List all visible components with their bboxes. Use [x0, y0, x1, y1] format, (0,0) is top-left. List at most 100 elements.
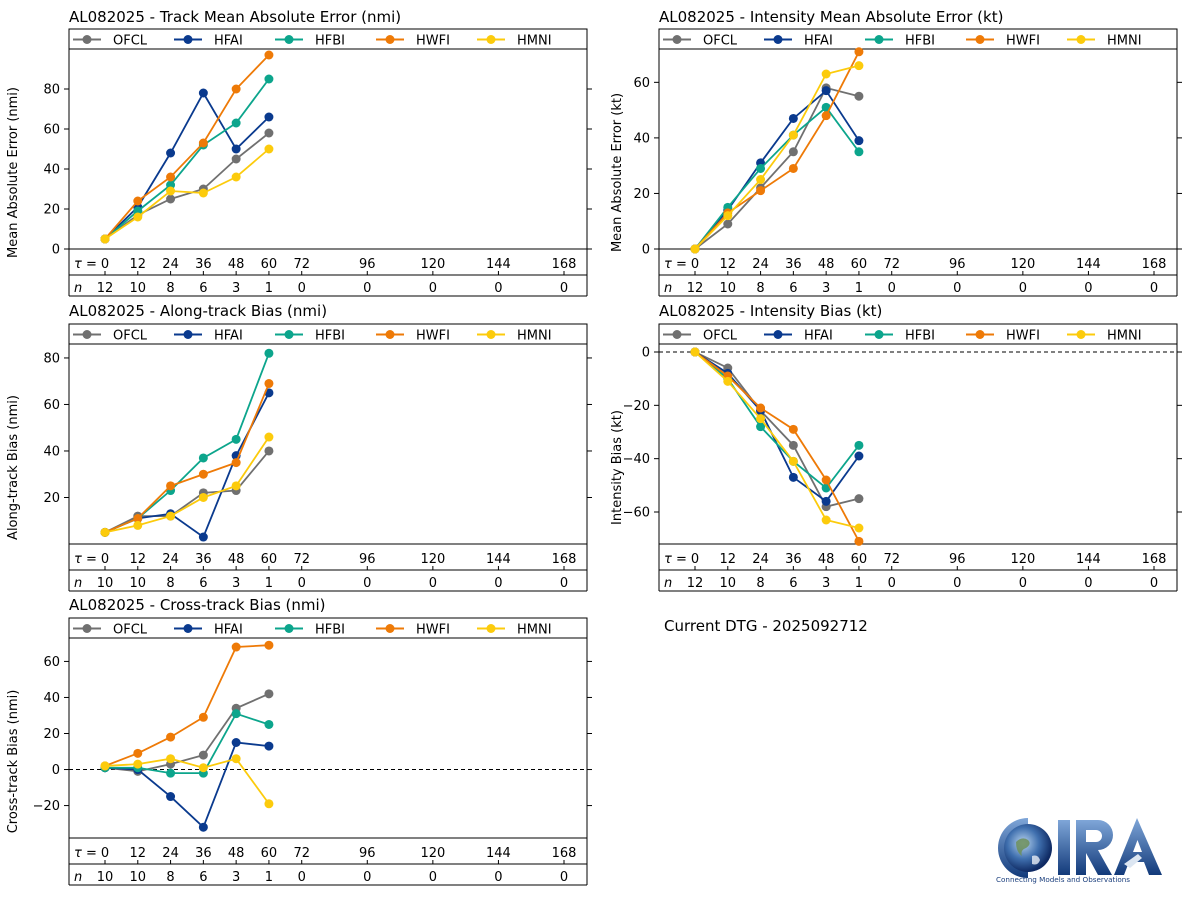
series-line-hfai — [104, 91, 270, 240]
tau-equals: = — [82, 552, 97, 567]
tau-symbol: τ — [74, 257, 82, 272]
y-axis-label: Along-track Bias (nmi) — [6, 395, 21, 540]
y-tick-label: 80 — [43, 351, 60, 366]
data-point-hwfi — [231, 84, 241, 94]
n-label: n — [74, 870, 82, 885]
chart-title: AL082025 - Intensity Bias (kt) — [659, 302, 882, 320]
legend-label-hfai: HFAI — [804, 34, 833, 49]
data-point-hmni — [821, 515, 831, 525]
n-count-label: 3 — [232, 576, 240, 591]
n-count-label: 0 — [1084, 281, 1092, 296]
data-point-hmni — [231, 481, 241, 491]
n-count-label: 0 — [953, 281, 961, 296]
tau-symbol: τ — [664, 257, 672, 272]
data-point-hfai — [854, 136, 864, 146]
series-line-hfbi — [694, 351, 860, 490]
n-count-label: 10 — [97, 870, 114, 885]
y-tick-label: 60 — [43, 655, 60, 670]
n-count-label: 0 — [494, 576, 502, 591]
chart-title: AL082025 - Track Mean Absolute Error (nm… — [69, 8, 401, 26]
n-count-label: 0 — [560, 576, 568, 591]
n-count-label: 3 — [822, 281, 830, 296]
series-line-hmni — [694, 64, 860, 250]
legend-marker-hmni — [486, 330, 496, 339]
n-count-label: 0 — [1019, 576, 1027, 591]
n-count-label: 0 — [494, 281, 502, 296]
n-count-label: 0 — [363, 870, 371, 885]
x-tick-label: 24 — [752, 552, 769, 567]
n-count-label: 10 — [720, 281, 737, 296]
legend-label-ofcl: OFCL — [113, 623, 148, 638]
data-point-hmni — [100, 527, 110, 537]
logo-tagline: Connecting Models and Observations — [996, 875, 1130, 884]
data-point-hfbi — [264, 74, 274, 84]
series-line-ofcl — [694, 351, 860, 508]
series-line-ofcl — [104, 450, 270, 534]
x-tick-label: 60 — [261, 257, 278, 272]
data-point-hmni — [166, 754, 176, 764]
data-point-hfbi — [264, 348, 274, 358]
data-point-hwfi — [854, 47, 864, 57]
x-tick-label: 144 — [486, 552, 511, 567]
legend-marker-hfbi — [874, 330, 884, 339]
x-tick-label: 96 — [359, 257, 376, 272]
n-count-label: 0 — [298, 281, 306, 296]
y-tick-label: 20 — [43, 203, 60, 218]
n-count-label: 0 — [429, 576, 437, 591]
x-tick-label: 144 — [1076, 552, 1101, 567]
y-tick-label: 60 — [633, 76, 650, 91]
tau-label: τ = — [74, 257, 97, 272]
data-point-hfai — [821, 86, 831, 96]
series-line-hwfi — [694, 51, 860, 250]
legend-marker-ofcl — [82, 35, 92, 44]
series-line-ofcl — [694, 86, 860, 250]
data-point-hmni — [723, 211, 733, 221]
data-point-ofcl — [854, 91, 864, 101]
n-count-label: 0 — [494, 870, 502, 885]
y-tick-label: 80 — [43, 83, 60, 98]
data-point-ofcl — [788, 440, 798, 450]
legend-label-ofcl: OFCL — [113, 329, 148, 344]
data-point-hfai — [198, 822, 208, 832]
series-line-hwfi — [104, 54, 270, 240]
n-count-label: 8 — [756, 281, 764, 296]
data-point-hfbi — [854, 147, 864, 157]
n-label: n — [664, 576, 672, 591]
x-tick-label: 48 — [818, 257, 835, 272]
data-point-hwfi — [264, 379, 274, 389]
data-point-hfai — [788, 472, 798, 482]
data-point-hfbi — [231, 118, 241, 128]
legend-marker-hmni — [1076, 330, 1086, 339]
x-tick-label: 72 — [293, 257, 310, 272]
legend-label-hfai: HFAI — [214, 623, 243, 638]
legend-label-ofcl: OFCL — [703, 34, 738, 49]
series-line-hmni — [104, 148, 270, 240]
data-point-hmni — [100, 234, 110, 244]
chart-panel-5: AL082025 - Cross-track Bias (nmi) OFCL HFA… — [6, 596, 592, 886]
data-point-hmni — [166, 511, 176, 521]
logo-r-letter — [1076, 820, 1113, 875]
chart-panel-2: AL082025 - Intensity Mean Absolute Error… — [610, 8, 1182, 297]
data-point-ofcl — [264, 128, 274, 138]
legend-marker-hfai — [183, 330, 193, 339]
x-tick-label: 168 — [552, 552, 577, 567]
data-point-hmni — [264, 144, 274, 154]
n-count-label: 6 — [789, 576, 797, 591]
x-tick-label: 144 — [486, 257, 511, 272]
legend-box — [68, 323, 588, 345]
x-tick-label: 48 — [228, 257, 245, 272]
data-point-hwfi — [231, 642, 241, 652]
x-tick-label: 0 — [691, 257, 699, 272]
x-tick-label: 72 — [293, 552, 310, 567]
y-tick-label: 40 — [43, 691, 60, 706]
chart-panel-1: AL082025 - Track Mean Absolute Error (nm… — [6, 8, 592, 297]
series-line-hfbi — [105, 712, 270, 775]
tau-symbol: τ — [74, 846, 82, 861]
x-tick-label: 120 — [1010, 257, 1035, 272]
legend-label-hfai: HFAI — [214, 329, 243, 344]
n-count-label: 6 — [199, 281, 207, 296]
x-tick-label: 48 — [818, 552, 835, 567]
legend-box — [658, 28, 1178, 50]
data-point-ofcl — [788, 147, 798, 157]
data-point-hfbi — [166, 768, 176, 778]
